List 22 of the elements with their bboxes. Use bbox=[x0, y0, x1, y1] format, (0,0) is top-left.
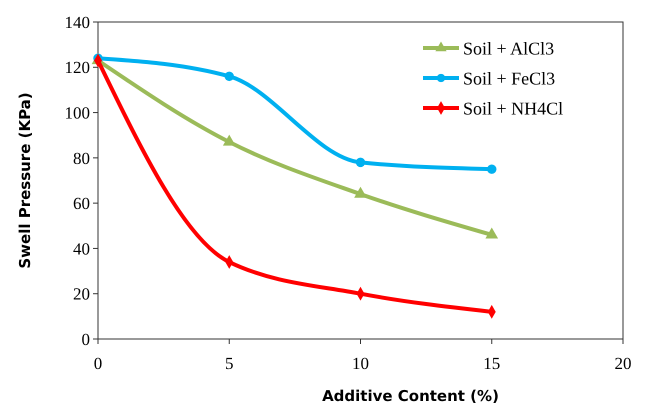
y-tick-label: 120 bbox=[64, 58, 90, 78]
x-axis-title: Additive Content (%) bbox=[322, 387, 499, 405]
y-tick-label: 0 bbox=[82, 330, 90, 349]
x-tick-label: 5 bbox=[225, 354, 234, 373]
y-tick-label: 100 bbox=[64, 104, 90, 123]
y-tick-label: 140 bbox=[64, 12, 90, 32]
x-tick-label: 10 bbox=[352, 354, 369, 373]
legend-label: Soil + AlCl3 bbox=[463, 38, 554, 58]
y-tick-label: 20 bbox=[73, 284, 90, 304]
point bbox=[224, 72, 234, 82]
y-tick-label: 80 bbox=[73, 148, 90, 168]
point bbox=[485, 228, 498, 239]
y-axis-title: Swell Pressure (KPa) bbox=[16, 92, 34, 269]
y-tick-label: 40 bbox=[73, 239, 90, 258]
x-tick-label: 15 bbox=[483, 354, 500, 373]
point bbox=[356, 158, 366, 168]
x-tick-label: 0 bbox=[94, 354, 102, 373]
legend-label: Soil + FeCl3 bbox=[463, 68, 556, 88]
y-tick-label: 60 bbox=[73, 194, 90, 214]
x-tick-label: 20 bbox=[614, 354, 632, 373]
point bbox=[487, 164, 496, 174]
legend-label: Soil + NH4Cl bbox=[463, 98, 564, 118]
